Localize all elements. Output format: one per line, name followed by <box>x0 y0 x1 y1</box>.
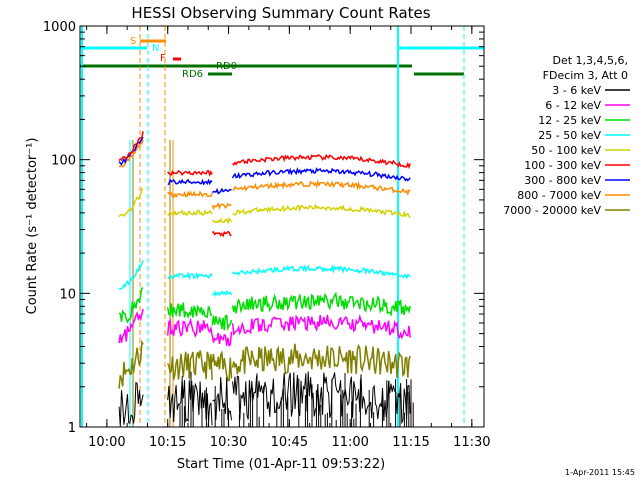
series-segment <box>212 289 233 298</box>
y-axis-label: Count Rate (s⁻¹ detector⁻¹) <box>25 138 40 315</box>
x-tick-label: 11:15 <box>392 435 429 450</box>
series-segment <box>232 264 411 280</box>
series-segment <box>211 331 233 348</box>
series-segment <box>166 302 213 319</box>
series-segment <box>211 202 232 211</box>
axes: 10:00 10:15 10:30 10:45 11:00 11:15 11:30 1 10 10… <box>43 20 491 450</box>
legend-label: 6 - 12 keV <box>545 99 601 112</box>
legend-label: 7000 - 20000 keV <box>503 204 601 217</box>
flag-label-rd6: RD6 <box>182 69 203 80</box>
legend-label: 100 - 300 keV <box>524 159 601 172</box>
flag-label-f: F <box>160 53 166 64</box>
series-50-100-keV-kev <box>118 188 411 225</box>
series-segment <box>167 380 213 426</box>
x-tick-label: 10:00 <box>88 435 125 450</box>
series-segment <box>118 381 144 427</box>
legend-label: 3 - 6 keV <box>552 84 601 97</box>
chart-title: HESSI Observing Summary Count Rates <box>131 4 430 22</box>
x-tick-label: 10:45 <box>271 435 308 450</box>
series-segment <box>211 314 233 332</box>
series-segment <box>211 350 233 382</box>
x-tick-label: 10:30 <box>210 435 247 450</box>
legend-label: 800 - 7000 keV <box>517 189 601 202</box>
flag-label-rd0: RD0 <box>216 61 237 72</box>
series-segment <box>231 313 411 340</box>
plot-frame <box>79 25 485 428</box>
series-segment <box>167 169 213 178</box>
legend-header: FDecim 3, Att 0 <box>543 69 628 82</box>
legend-label: 300 - 800 keV <box>524 174 601 187</box>
flag-label-s: S <box>130 36 136 47</box>
series-100-300-keV-kev <box>118 131 411 238</box>
series-segment <box>167 178 213 186</box>
legend: Det 1,3,4,5,6, FDecim 3, Att 0 3 - 6 keV 6 … <box>503 54 630 217</box>
series-segment <box>119 139 144 168</box>
series-6-12-keV-kev <box>118 308 411 348</box>
series-segment <box>212 230 232 238</box>
series-segment <box>166 317 213 338</box>
series-segment <box>232 179 411 196</box>
series-segment <box>231 343 411 379</box>
series-segment <box>212 187 232 195</box>
flag-label-n: N <box>152 43 159 54</box>
series-7000-20000-keV-kev <box>118 339 411 389</box>
legend-header: Det 1,3,4,5,6, <box>552 54 628 67</box>
series-segment <box>231 167 411 182</box>
series-segment <box>118 287 144 324</box>
series-segment <box>118 308 144 344</box>
series-3-6-keV-kev <box>118 371 414 427</box>
series-segment <box>167 271 213 281</box>
series-segment <box>232 203 411 219</box>
flag-bars: S NF RD0 RD6 <box>80 36 484 80</box>
x-tick-label: 11:30 <box>453 435 490 450</box>
series-segment <box>118 260 144 290</box>
x-tick-label: 11:00 <box>331 435 368 450</box>
y-tick-label: 1 <box>68 421 76 436</box>
series-segment <box>232 371 411 425</box>
series-segment <box>212 216 233 225</box>
data-layer <box>81 26 465 427</box>
legend-label: 50 - 100 keV <box>531 144 601 157</box>
legend-label: 25 - 50 keV <box>538 129 601 142</box>
series-12-25-keV-kev <box>118 287 411 332</box>
series-segment <box>118 188 144 218</box>
x-axis-label: Start Time (01-Apr-11 09:53:22) <box>177 457 385 472</box>
series-25-50-keV-kev <box>118 260 411 298</box>
x-tick-label: 10:15 <box>149 435 186 450</box>
series-segment <box>118 339 144 389</box>
series-segment <box>118 131 144 162</box>
y-tick-label: 100 <box>51 154 76 169</box>
series-segment <box>167 190 213 199</box>
series-segment <box>231 291 411 317</box>
y-tick-label: 10 <box>59 287 76 302</box>
series-800-7000-keV-kev <box>119 139 411 211</box>
y-tick-label: 1000 <box>43 20 76 35</box>
timestamp: 1-Apr-2011 15:45 <box>565 468 635 477</box>
legend-label: 12 - 25 keV <box>538 114 601 127</box>
series-segment <box>167 350 213 380</box>
series-segment <box>232 153 411 170</box>
series-segment <box>167 209 213 216</box>
